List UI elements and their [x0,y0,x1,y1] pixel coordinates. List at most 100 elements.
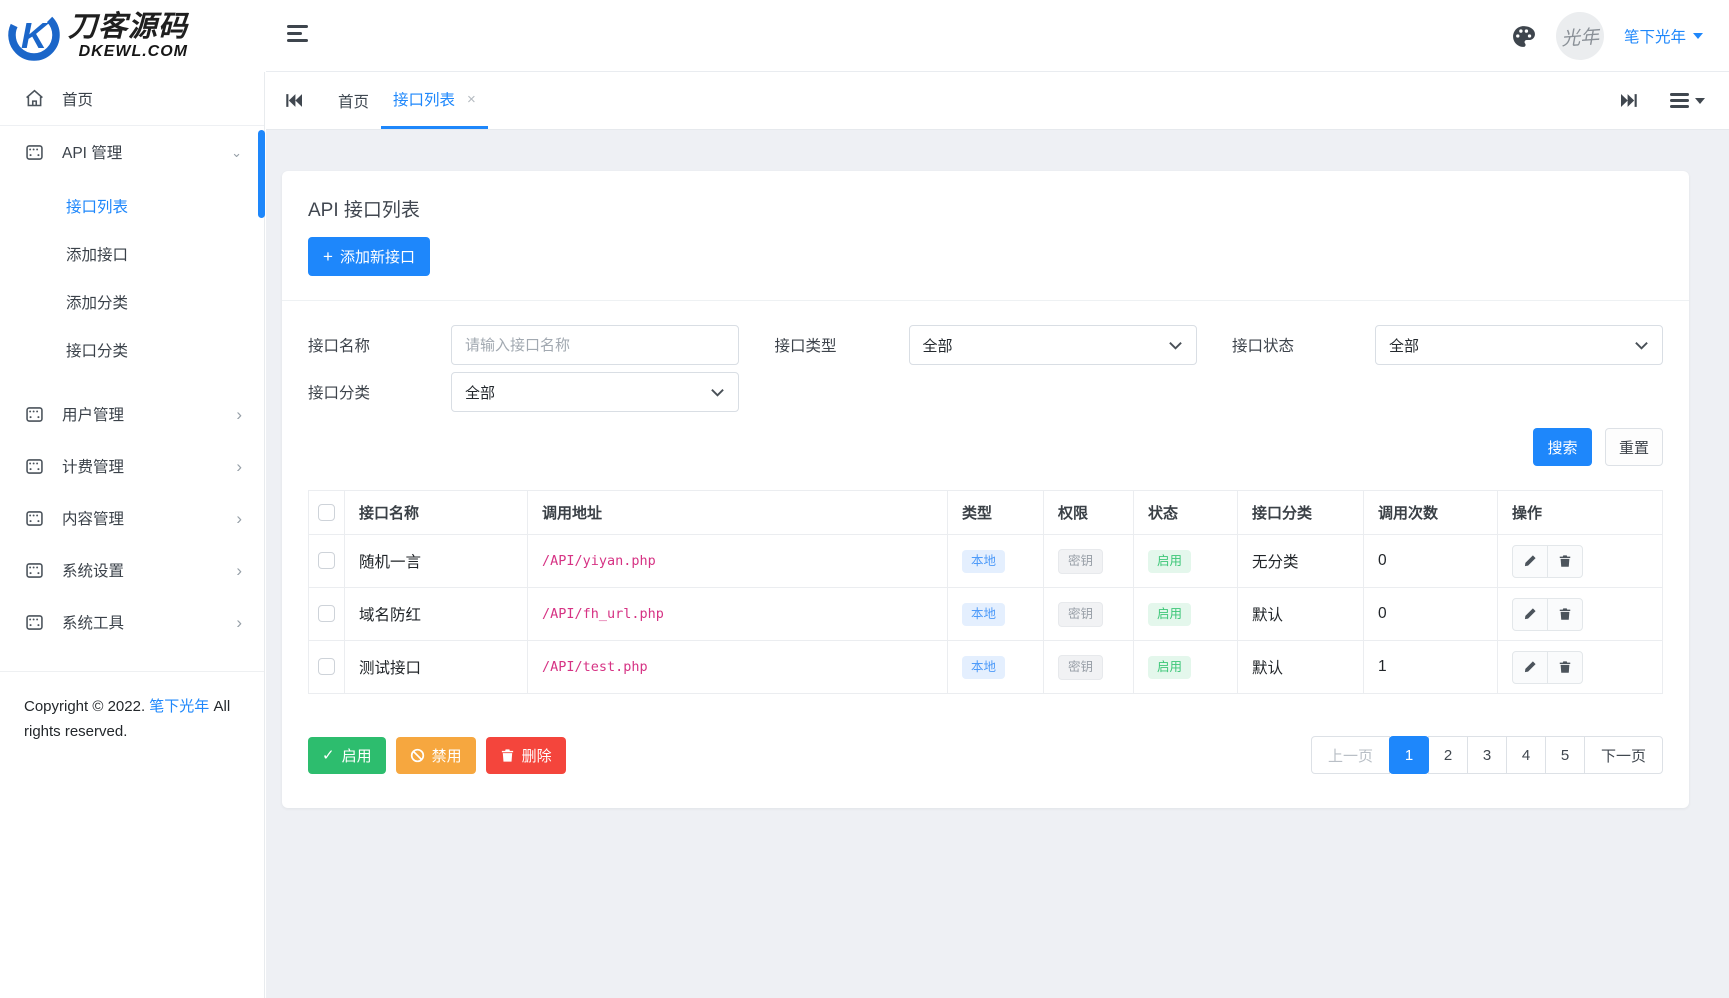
cell-actions [1497,640,1663,694]
module-icon [24,456,45,477]
bulk-delete-label: 删除 [521,747,552,765]
edit-row-button[interactable] [1512,597,1548,631]
api-status-value: 全部 [1389,337,1420,355]
edit-row-button[interactable] [1512,544,1548,578]
api-type-value: 全部 [922,337,953,355]
ban-icon [410,748,425,763]
sidebar-subitem[interactable]: 接口分类 [66,343,129,360]
filter-name-label: 接口名称 [308,338,371,355]
copyright-suffix: All rights reserved. [24,698,231,740]
tab-label: 接口列表 [393,92,456,109]
delete-row-button[interactable] [1547,597,1583,631]
cell-api-url: /API/fh_url.php [527,587,948,641]
cell-actions [1497,587,1663,641]
sidebar-subitem[interactable]: 添加分类 [66,295,129,312]
sidebar-item-label: 用户管理 [62,407,125,424]
module-icon [24,560,45,581]
api-category-select[interactable]: 全部 [451,372,739,412]
sidebar-subitem[interactable]: 添加接口 [66,247,129,264]
module-icon [24,612,45,633]
tab-api-list[interactable]: 接口列表 × [381,72,488,129]
copyright-link[interactable]: 笔下光年 [149,698,210,715]
table-header-row: 接口名称 调用地址 类型 权限 状态 接口分类 调用次数 操作 [308,490,1663,535]
bulk-enable-button[interactable]: ✓ 启用 [308,736,386,774]
sidebar-item-api[interactable]: API 管理 ⌄ [0,126,264,178]
pagination-page-5[interactable]: 5 [1544,736,1585,774]
cell-perm-badge: 密钥 [1043,534,1134,588]
cell-api-url: /API/test.php [527,640,948,694]
edit-row-button[interactable] [1512,650,1548,684]
row-checkbox[interactable] [318,658,335,676]
sidebar-submenu: 接口列表添加接口添加分类接口分类 [0,178,264,388]
pagination-page-4[interactable]: 4 [1505,736,1546,774]
cell-type-badge: 本地 [947,534,1044,588]
cell-calls: 0 [1363,534,1498,588]
main-content: API 接口列表 + 添加新接口 接口名称 接口类型 全部 接口状态 全部 接口… [266,130,1729,998]
sidebar-item-content[interactable]: 内容管理 › [0,492,264,544]
sidebar-item-tools[interactable]: 系统工具 › [0,596,264,648]
svg-text:K: K [21,15,50,56]
col-calls: 调用次数 [1363,490,1498,535]
reset-button[interactable]: 重置 [1605,428,1663,466]
sidebar-subitem[interactable]: 接口列表 [66,199,129,216]
col-status: 状态 [1133,490,1238,535]
module-icon [24,404,45,425]
filter-status-label: 接口状态 [1232,338,1295,355]
api-type-select[interactable]: 全部 [908,325,1197,365]
chevron-right-icon: › [236,612,242,632]
tab-close-icon[interactable]: × [467,90,476,108]
tabs-scroll-start-icon[interactable] [285,92,302,109]
cell-calls: 1 [1363,640,1498,694]
brand-title: 刀客源码 [68,10,189,43]
select-all-checkbox[interactable] [318,504,335,522]
pagination-prev[interactable]: 上一页 [1310,736,1390,774]
module-icon [24,508,45,529]
api-table-body: 随机一言/API/yiyan.php 本地 密钥 启用 无分类 0 域名防红/API/fh… [308,534,1663,694]
sidebar-item-billing[interactable]: 计费管理 › [0,440,264,492]
cell-calls: 0 [1363,587,1498,641]
brand-logo[interactable]: K 刀客源码 DKEWL.COM [2,2,264,70]
check-icon: ✓ [322,747,335,764]
cell-status-badge: 启用 [1133,640,1238,694]
chevron-down-icon [1168,341,1182,350]
tab-options-menu-icon[interactable] [1670,90,1705,112]
pagination-next[interactable]: 下一页 [1583,736,1663,774]
table-row: 测试接口/API/test.php 本地 密钥 启用 默认 1 [308,640,1663,694]
sidebar-item-settings[interactable]: 系统设置 › [0,544,264,596]
trash-icon [1558,554,1572,568]
cell-status-badge: 启用 [1133,587,1238,641]
sidebar-scrollbar-thumb[interactable] [258,130,265,218]
brand-domain: DKEWL.COM [78,42,189,60]
theme-palette-icon[interactable] [1511,24,1536,49]
api-status-select[interactable]: 全部 [1375,325,1663,365]
api-name-input[interactable] [451,325,739,365]
row-checkbox[interactable] [318,552,335,570]
section-divider [282,300,1689,301]
pagination-page-2[interactable]: 2 [1427,736,1468,774]
cell-api-name: 测试接口 [344,640,528,694]
chevron-right-icon: › [236,404,242,424]
delete-row-button[interactable] [1547,650,1583,684]
col-name: 接口名称 [344,490,528,535]
bulk-disable-button[interactable]: 禁用 [395,736,476,774]
search-button[interactable]: 搜索 [1533,428,1592,466]
user-avatar[interactable]: 光年 [1554,10,1606,62]
user-menu[interactable]: 笔下光年 [1624,25,1703,47]
sidebar-item-home[interactable]: 首页 [0,72,264,126]
sidebar-copyright: Copyright © 2022. 笔下光年 All rights reserv… [0,671,264,745]
home-icon [24,88,45,109]
sidebar-menu: 首页 API 管理 ⌄ 接口列表 添加接口 添加分类 接口分类 用户管理 › 计费管理 › 内容管理 ›… [0,72,264,648]
pagination-page-3[interactable]: 3 [1466,736,1507,774]
add-api-button[interactable]: + 添加新接口 [308,237,430,276]
pagination: 上一页 1 2 3 4 5 下一页 [1310,736,1663,774]
bulk-delete-button[interactable]: 删除 [485,736,566,774]
tabs-scroll-end-icon[interactable] [1621,92,1638,109]
pagination-page-1[interactable]: 1 [1388,736,1429,774]
sidebar-toggle-icon[interactable] [287,25,309,47]
tab-home[interactable]: 首页 [326,72,381,129]
trash-icon [1558,660,1572,674]
row-checkbox[interactable] [318,605,335,623]
sidebar: 首页 API 管理 ⌄ 接口列表 添加接口 添加分类 接口分类 用户管理 › 计费管理 › 内容管理 ›… [0,72,265,998]
sidebar-item-users[interactable]: 用户管理 › [0,388,264,440]
delete-row-button[interactable] [1547,544,1583,578]
